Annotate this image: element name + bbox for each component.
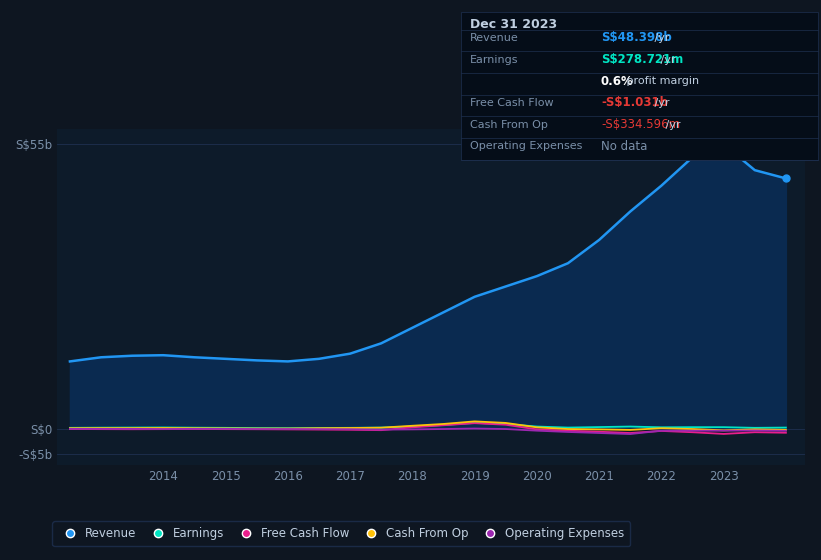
Text: -S$334.596m: -S$334.596m bbox=[601, 118, 680, 131]
Text: /yr: /yr bbox=[651, 98, 670, 108]
Text: Free Cash Flow: Free Cash Flow bbox=[470, 98, 553, 108]
Text: /yr: /yr bbox=[657, 54, 676, 64]
Text: No data: No data bbox=[601, 139, 647, 153]
Text: /yr: /yr bbox=[651, 33, 670, 43]
Text: 0.6%: 0.6% bbox=[601, 74, 634, 88]
Legend: Revenue, Earnings, Free Cash Flow, Cash From Op, Operating Expenses: Revenue, Earnings, Free Cash Flow, Cash … bbox=[53, 521, 631, 546]
Text: Dec 31 2023: Dec 31 2023 bbox=[470, 18, 557, 31]
Text: S$48.398b: S$48.398b bbox=[601, 31, 672, 44]
Text: -S$1.031b: -S$1.031b bbox=[601, 96, 668, 109]
Text: Revenue: Revenue bbox=[470, 33, 518, 43]
Text: profit margin: profit margin bbox=[623, 76, 699, 86]
Text: S$278.721m: S$278.721m bbox=[601, 53, 683, 66]
Text: Earnings: Earnings bbox=[470, 54, 518, 64]
Text: /yr: /yr bbox=[663, 119, 681, 129]
Text: Operating Expenses: Operating Expenses bbox=[470, 141, 582, 151]
Text: Cash From Op: Cash From Op bbox=[470, 119, 548, 129]
